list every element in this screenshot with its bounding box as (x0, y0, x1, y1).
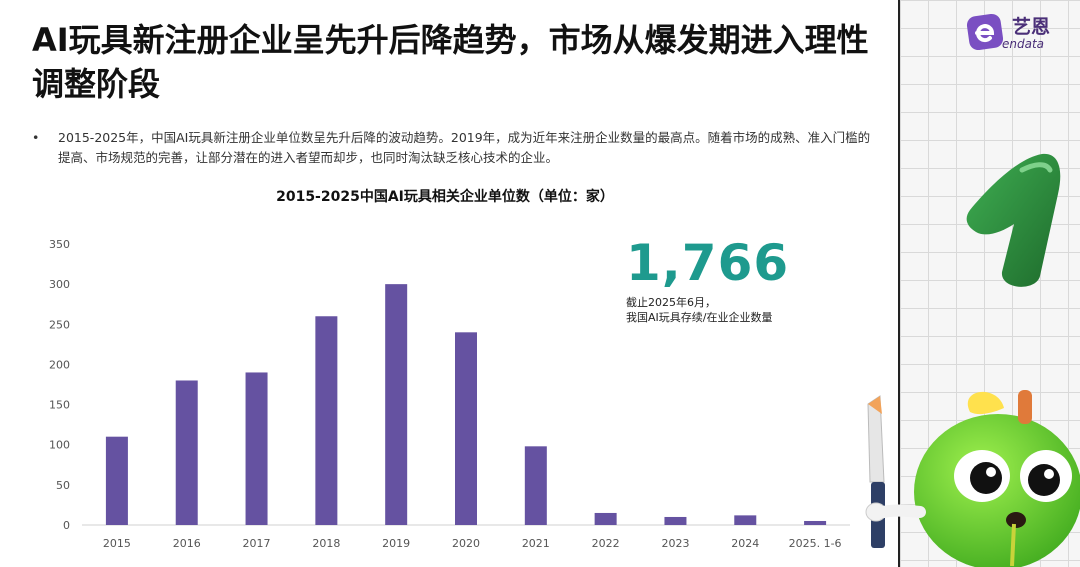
chart-title: 2015-2025中国AI玩具相关企业单位数（单位：家） (276, 189, 614, 205)
kpi-note-line1: 截止2025年6月， (626, 296, 716, 309)
bar-2017 (245, 372, 268, 525)
bar-2022 (594, 512, 617, 525)
bar-chart: 0 50 100 150 200 250 300 350 2015 2016 2017 2018 201… (49, 238, 850, 550)
x-tick-label: 2023 (661, 537, 689, 550)
bar-2020 (455, 332, 477, 525)
y-tick-label: 200 (49, 358, 70, 371)
y-tick-label: 300 (49, 278, 70, 291)
x-tick-label: 2025. 1-6 (789, 537, 842, 550)
x-tick-label: 2017 (243, 537, 271, 550)
number-one-mascot-icon (966, 153, 1061, 287)
summary-bullet: • 2015-2025年，中国AI玩具新注册企业单位数呈先升后降的波动趋势。20… (32, 128, 882, 168)
bar-2024 (734, 515, 757, 525)
y-tick-label: 0 (63, 519, 70, 532)
brand-name: 艺恩 (1012, 16, 1051, 38)
kpi-note-line2: 我国AI玩具存续/在业企业数量 (626, 311, 773, 324)
kpi-block: 1,766 截止2025年6月， 我国AI玩具存续/在业企业数量 (626, 234, 789, 325)
kpi-value: 1,766 (626, 234, 790, 292)
bar-2025-1-6 (804, 520, 827, 525)
y-tick-label: 350 (49, 238, 70, 251)
y-tick-label: 100 (49, 439, 70, 452)
x-tick-label: 2019 (382, 537, 410, 550)
page-title: AI玩具新注册企业呈先升后降趋势，市场从爆发期进入理性调整阶段 (32, 21, 869, 103)
endata-logo-icon (966, 13, 1004, 51)
bar-2021 (524, 446, 547, 525)
y-tick-label: 150 (49, 399, 70, 412)
x-tick-label: 2018 (312, 537, 340, 550)
bar-2019 (385, 284, 408, 525)
x-tick-label: 2016 (173, 537, 201, 550)
brand-sub: endata (1002, 37, 1045, 51)
slide: AI玩具新注册企业呈先升后降趋势，市场从爆发期进入理性调整阶段 • 2015-2… (32, 21, 882, 550)
bar-2018 (315, 316, 338, 525)
y-tick-label: 50 (56, 479, 70, 492)
bar-2015 (105, 436, 128, 525)
bullet-marker: • (32, 130, 40, 145)
bar-2016 (175, 380, 198, 525)
apple-mascot-icon (865, 390, 1080, 567)
x-tick-label: 2020 (452, 537, 480, 550)
bar-2023 (664, 516, 687, 525)
x-tick-label: 2015 (103, 537, 131, 550)
x-tick-label: 2021 (522, 537, 550, 550)
kpi-note: 截止2025年6月， 我国AI玩具存续/在业企业数量 (626, 295, 789, 325)
y-tick-label: 250 (49, 318, 70, 331)
x-tick-label: 2022 (592, 537, 620, 550)
summary-text: 2015-2025年，中国AI玩具新注册企业单位数呈先升后降的波动趋势。2019… (58, 130, 871, 165)
x-tick-label: 2024 (731, 537, 759, 550)
